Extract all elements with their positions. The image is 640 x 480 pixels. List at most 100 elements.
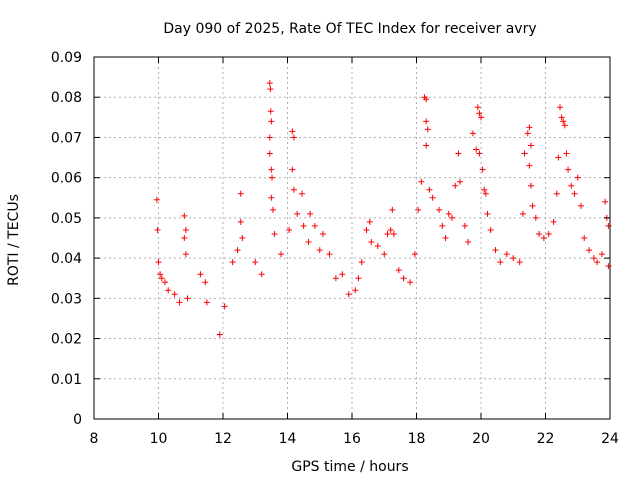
data-point [290,134,297,141]
data-point [452,182,459,189]
data-point [269,174,276,181]
data-point [407,279,414,286]
data-point [545,230,552,237]
data-point [586,247,593,254]
data-point [358,259,365,266]
data-point [411,251,418,258]
x-tick-label: 14 [279,431,297,447]
data-point [424,126,431,133]
data-point [384,230,391,237]
data-point [474,104,481,111]
y-tick-label: 0.06 [51,171,82,187]
y-tick-label: 0.05 [51,211,82,227]
data-point [311,222,318,229]
data-point [289,166,296,173]
y-tick-label: 0.04 [51,251,82,267]
data-point [271,230,278,237]
data-point [574,174,581,181]
data-point [161,279,168,286]
data-point [423,142,430,149]
x-axis-label: GPS time / hours [291,459,408,475]
data-point [268,118,275,125]
data-point [581,235,588,241]
data-point [258,271,265,278]
data-point [352,287,359,294]
data-point [526,162,533,169]
x-tick-label: 20 [472,431,490,447]
axis-ticks: 8 10 12 14 16 18 20 22 24 0 0.01 0.02 0.03 0.04 0.05 0.… [51,50,619,447]
data-point [290,186,297,193]
data-point [481,186,488,193]
data-point [326,251,333,258]
data-point [436,206,443,213]
data-point [529,202,536,209]
data-point [527,182,534,189]
data-point [571,190,578,197]
data-point [355,275,362,282]
x-tick-label: 18 [408,431,426,447]
grid [94,57,610,419]
data-point [234,247,241,254]
data-point [216,331,223,338]
data-point [316,247,323,254]
data-point [555,154,562,161]
data-point [527,142,534,149]
data-point [176,299,183,306]
data-point [568,182,575,189]
data-point [158,275,165,282]
data-point [526,124,533,131]
data-point [363,226,370,233]
data-point [590,255,597,262]
y-axis-label: ROTI / TECUs [6,194,22,286]
data-point [448,214,455,221]
data-point [368,239,375,246]
data-point [171,291,178,298]
data-point [239,235,246,241]
x-tick-label: 16 [343,431,361,447]
data-point [165,287,172,294]
y-tick-label: 0.09 [51,50,82,66]
data-point [339,271,346,278]
x-tick-label: 12 [214,431,232,447]
data-point [395,267,402,274]
data-point [476,150,483,157]
data-point [307,210,314,217]
data-point [479,166,486,173]
data-point [182,251,189,258]
data-point [473,146,480,153]
data-point [423,96,430,103]
data-point [268,194,275,201]
data-point [300,222,307,229]
data-point [536,230,543,237]
data-point [521,150,528,157]
data-point [203,299,210,306]
data-point [237,190,244,197]
data-point [319,230,326,237]
data-point [445,210,452,217]
data-point [497,259,504,266]
data-point [503,251,510,258]
data-point [229,259,236,266]
data-point [442,235,449,241]
data-point [366,218,373,225]
data-point [289,128,296,135]
data-point [594,259,601,266]
data-points [153,80,612,338]
x-tick-label: 22 [537,431,555,447]
data-point [286,226,293,233]
data-point [266,80,273,87]
data-point [252,259,259,266]
data-point [510,255,517,262]
y-tick-label: 0.01 [51,372,82,388]
data-point [492,247,499,254]
data-point [202,279,209,286]
data-point [553,190,560,197]
data-point [345,291,352,298]
data-point [487,226,494,233]
data-point [469,130,476,137]
data-point [565,166,572,173]
data-point [484,210,491,217]
data-point [598,251,605,258]
y-tick-label: 0.08 [51,90,82,106]
